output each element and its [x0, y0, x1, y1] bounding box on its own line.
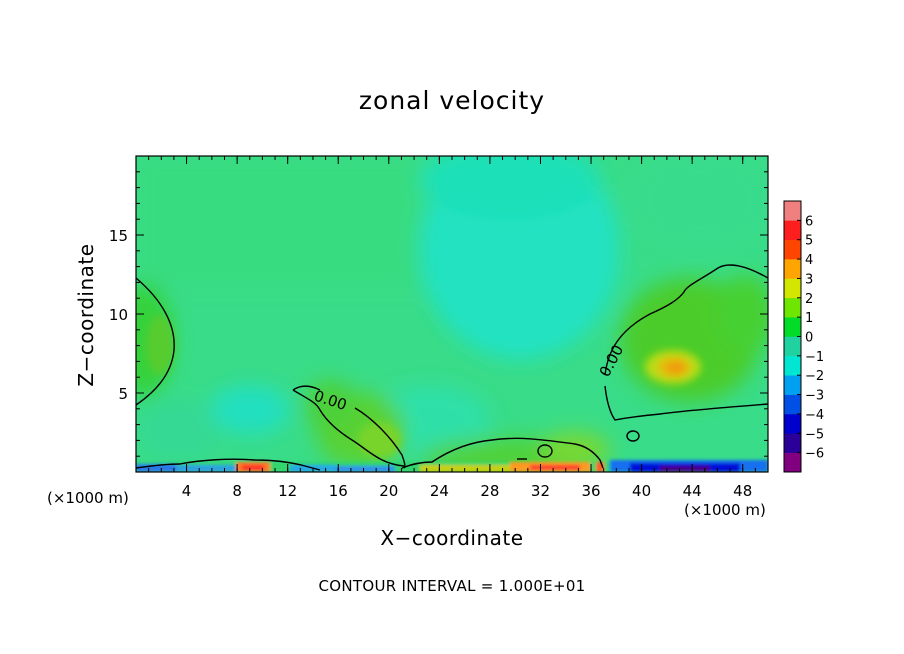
x-tick-label: 44 [683, 482, 702, 500]
colorbar-label: 4 [805, 253, 813, 268]
colorbar-swatch [784, 259, 801, 279]
velocity-field [136, 156, 768, 472]
colorbar-swatch [784, 201, 801, 221]
colorbar-label: −3 [805, 389, 824, 404]
colorbar-swatch [784, 375, 801, 395]
colorbar-swatch [784, 220, 801, 241]
contour-interval-note: CONTOUR INTERVAL = 1.000E+01 [318, 577, 586, 595]
x-axis-label: X−coordinate [380, 526, 524, 550]
x-tick-label: 4 [182, 482, 192, 500]
colorbar-swatch [784, 433, 801, 453]
x-tick-label: 28 [480, 482, 499, 500]
x-tick-label: 36 [581, 482, 600, 500]
x-tick-label: 32 [531, 482, 550, 500]
colorbar-swatch [784, 317, 801, 337]
colorbar-swatch [784, 452, 801, 473]
y-tick-label: 10 [109, 306, 128, 324]
colorbar-swatch [784, 239, 801, 260]
y-axis-label: Z−coordinate [74, 243, 98, 387]
colorbar: −6 −5 −4 −3 −2 −1 0 1 2 3 4 5 6 [783, 200, 824, 473]
y-tick-label: 15 [109, 227, 128, 245]
colorbar-label: −1 [805, 350, 824, 365]
colorbar-label: 5 [805, 234, 813, 249]
colorbar-label: −4 [805, 408, 824, 423]
colorbar-swatch [784, 413, 801, 434]
contour-left [135, 277, 175, 406]
contour-bottom [401, 437, 604, 469]
x-tick-label: 16 [329, 482, 348, 500]
y-tick-label: 5 [118, 385, 128, 403]
colorbar-label: 1 [805, 311, 813, 326]
colorbar-label: 3 [805, 272, 813, 287]
contour-small-bottom [135, 458, 321, 471]
colorbar-label: −5 [805, 427, 824, 442]
colorbar-label: −6 [805, 447, 824, 462]
x-units-label: (×1000 m) [47, 489, 129, 507]
contour-islet-1 [626, 430, 640, 442]
colorbar-swatch [784, 355, 801, 376]
y-units-label: (×1000 m) [684, 501, 766, 519]
colorbar-swatch [784, 297, 801, 318]
x-tick-label: 12 [278, 482, 297, 500]
contour-right [604, 264, 769, 421]
x-tick-label: 40 [632, 482, 651, 500]
colorbar-swatch [784, 278, 801, 299]
x-tick-label: 24 [430, 482, 449, 500]
contour-middle [292, 385, 406, 469]
x-tick-label: 48 [733, 482, 752, 500]
zero-contours [135, 264, 769, 471]
colorbar-label: 6 [805, 214, 813, 229]
x-tick-label: 8 [232, 482, 242, 500]
colorbar-label: −2 [805, 369, 824, 384]
colorbar-swatch [784, 394, 801, 415]
contour-islet-2 [537, 444, 553, 458]
colorbar-label: 0 [805, 331, 813, 346]
chart-title: zonal velocity [358, 86, 546, 115]
colorbar-label: 2 [805, 292, 813, 307]
colorbar-swatch [784, 336, 801, 357]
x-tick-label: 20 [379, 482, 398, 500]
